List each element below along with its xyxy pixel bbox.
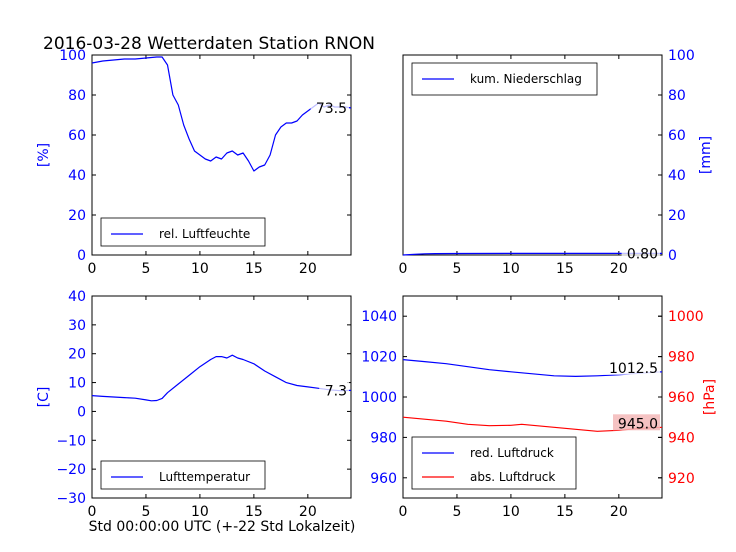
temperature-value-label: 7.3 (325, 383, 347, 399)
temperature-xtick-label: 10 (191, 504, 209, 520)
temperature-ytick-label: 20 (68, 347, 86, 363)
x-axis-label: Std 00:00:00 UTC (+-22 Std Lokalzeit) (89, 519, 356, 535)
pressure-series-line-0 (402, 359, 663, 377)
pressure-value-label-0: 1012.5 (609, 361, 658, 377)
humidity-legend-label-0: rel. Luftfeuchte (159, 227, 250, 241)
temperature-legend-label-0: Lufttemperatur (159, 470, 250, 484)
pressure-y2tick-label: 920 (668, 471, 695, 487)
precipitation-value-label-bg (621, 244, 660, 261)
precipitation-ytick-label: 80 (668, 88, 686, 104)
temperature-ytick-label: 40 (68, 289, 86, 305)
panel-humidity: 0 5 10 15 20 0 20 40 60 80 100 [%] 73.5 rel. Luftfeuc… (36, 48, 352, 277)
temperature-frame (91, 295, 352, 499)
precipitation-xtick-label: 20 (610, 261, 628, 277)
pressure-legend-label-1: abs. Luftdruck (470, 470, 555, 484)
panel-precipitation: 0 5 10 15 20 0 20 40 60 80 100 [mm] 0.80 kum. Nieders… (399, 48, 714, 277)
humidity-xtick-label: 0 (88, 261, 97, 277)
precipitation-xtick-label: 5 (452, 261, 461, 277)
humidity-ylabel: [%] (36, 143, 52, 167)
temperature-ytick-label: −20 (56, 462, 86, 478)
humidity-xtick-label: 10 (191, 261, 209, 277)
humidity-xtick-label: 20 (299, 261, 317, 277)
precipitation-ylabel: [mm] (698, 136, 714, 174)
temperature-series-line-0 (91, 354, 352, 402)
humidity-ytick-label: 80 (68, 88, 86, 104)
pressure-y2tick-label: 940 (668, 430, 695, 446)
temperature-ytick-label: 0 (77, 404, 86, 420)
precipitation-xtick-label: 10 (502, 261, 520, 277)
pressure-series-line-1 (402, 416, 663, 432)
precipitation-xtick-label: 0 (399, 261, 408, 277)
temperature-ytick-label: −30 (56, 491, 86, 507)
pressure-ytick-label: 980 (370, 430, 397, 446)
pressure-ytick-label: 1040 (361, 309, 397, 325)
temperature-ytick-label: 10 (68, 376, 86, 392)
precipitation-ytick-label: 60 (668, 128, 686, 144)
humidity-ytick-label: 100 (59, 48, 86, 64)
pressure-y2tick-label: 960 (668, 390, 695, 406)
pressure-legend (411, 436, 577, 490)
temperature-legend (100, 460, 266, 490)
pressure-xtick-label: 10 (502, 504, 520, 520)
pressure-value-label-bg-0 (604, 358, 660, 375)
precipitation-xtick-label: 15 (556, 261, 574, 277)
temperature-ylabel: [C] (36, 387, 52, 408)
temperature-ytick-label: 30 (68, 318, 86, 334)
pressure-xtick-label: 5 (452, 504, 461, 520)
precipitation-series-line-0 (402, 252, 662, 256)
pressure-y2tick-label: 1000 (668, 309, 704, 325)
pressure-xtick-label: 20 (610, 504, 628, 520)
precipitation-ytick-label: 0 (668, 248, 677, 264)
temperature-xtick-label: 0 (88, 504, 97, 520)
temperature-ytick-label: −10 (56, 433, 86, 449)
precipitation-ytick-label: 20 (668, 208, 686, 224)
precipitation-frame (402, 54, 663, 256)
humidity-ytick-label: 20 (68, 208, 86, 224)
pressure-xtick-label: 0 (399, 504, 408, 520)
temperature-xtick-label: 5 (141, 504, 150, 520)
temperature-value-label-bg (319, 381, 349, 398)
pressure-value-label-bg-1 (613, 414, 660, 431)
humidity-ytick-label: 60 (68, 128, 86, 144)
precipitation-value-label: 0.80 (627, 246, 658, 262)
precipitation-ytick-label: 40 (668, 168, 686, 184)
humidity-frame (91, 54, 352, 256)
pressure-xtick-label: 15 (556, 504, 574, 520)
humidity-ytick-label: 0 (77, 248, 86, 264)
precipitation-legend-label-0: kum. Niederschlag (470, 72, 582, 86)
humidity-value-label-bg (310, 99, 349, 115)
pressure-ytick-label: 960 (370, 471, 397, 487)
humidity-xtick-label: 5 (141, 261, 150, 277)
pressure-value-label-1: 945.0 (618, 416, 658, 432)
temperature-xtick-label: 15 (245, 504, 263, 520)
panel-temperature: 0 5 10 15 20 −30 −20 −10 0 10 20 30 40 [C] 7.3 Lufttemp… (36, 289, 352, 520)
pressure-y2label: [hPa] (702, 379, 718, 415)
pressure-legend-label-0: red. Luftdruck (470, 446, 554, 460)
precipitation-ytick-label: 100 (668, 48, 695, 64)
panel-pressure: 0 5 10 15 20 960 980 1000 1020 1040 920 940 960 980 10… (361, 295, 718, 520)
humidity-legend (100, 217, 266, 247)
humidity-xtick-label: 15 (245, 261, 263, 277)
pressure-y2tick-label: 980 (668, 350, 695, 366)
temperature-xtick-label: 20 (299, 504, 317, 520)
humidity-value-label: 73.5 (316, 101, 347, 117)
pressure-ytick-label: 1020 (361, 350, 397, 366)
pressure-ytick-label: 1000 (361, 390, 397, 406)
humidity-ytick-label: 40 (68, 168, 86, 184)
figure-title: 2016-03-28 Wetterdaten Station RNON (43, 34, 375, 54)
